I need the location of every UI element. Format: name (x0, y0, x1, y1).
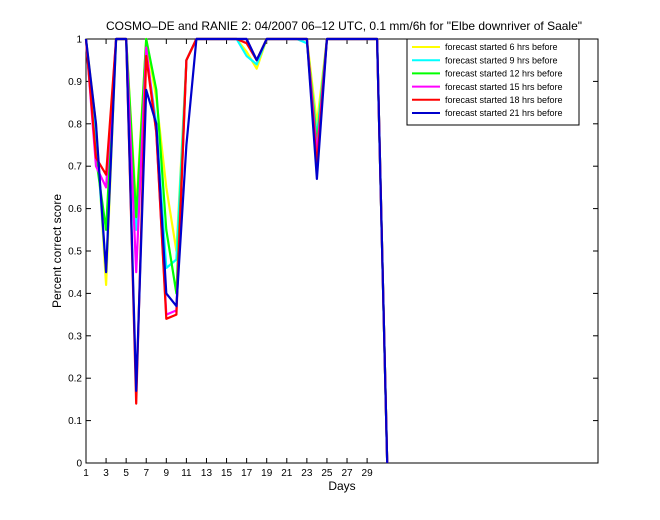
x-tick-label: 3 (103, 468, 109, 479)
x-tick-label: 9 (164, 468, 170, 479)
y-tick-label: 0.9 (68, 77, 82, 88)
x-tick-label: 19 (261, 468, 273, 479)
x-tick-label: 17 (241, 468, 253, 479)
x-tick-label: 7 (143, 468, 149, 479)
y-tick-labels: 0 0.1 0.2 0.3 0.4 0.5 0.6 0.7 0.8 0.9 1 (68, 35, 82, 470)
x-tick-label: 23 (301, 468, 313, 479)
y-tick-label: 0.3 (68, 331, 82, 342)
legend: forecast started 6 hrs before forecast st… (406, 38, 580, 126)
series-line-6 (84, 37, 389, 464)
legend-entry-6: forecast started 21 hrs before (445, 108, 563, 118)
x-tick-label: 29 (362, 468, 374, 479)
x-axis-label: Days (328, 479, 355, 493)
y-tick-label: 0 (76, 459, 82, 470)
x-tick-label: 21 (281, 468, 293, 479)
x-tick-label: 11 (181, 468, 192, 479)
legend-entry-5: forecast started 18 hrs before (445, 95, 563, 105)
y-tick-label: 0.1 (68, 416, 82, 427)
legend-entry-4: forecast started 15 hrs before (445, 82, 563, 92)
y-axis-label: Percent correct score (50, 194, 64, 308)
x-tick-label: 15 (221, 468, 233, 479)
legend-entry-3: forecast started 12 hrs before (445, 69, 563, 79)
x-tick-label: 5 (123, 468, 129, 479)
x-tick-label: 27 (341, 468, 353, 479)
legend-box (406, 38, 580, 126)
x-tick-label: 13 (201, 468, 213, 479)
series-lines (84, 37, 389, 464)
y-tick-label: 0.2 (68, 374, 82, 385)
x-tick-label: 25 (321, 468, 333, 479)
legend-entry-1: forecast started 6 hrs before (445, 42, 558, 52)
y-tick-label: 0.4 (68, 289, 82, 300)
x-tick-labels: 1 3 5 7 9 11 13 15 17 19 21 23 25 27 29 (83, 468, 373, 479)
chart-title: COSMO–DE and RANIE 2: 04/2007 06–12 UTC,… (106, 19, 582, 33)
y-tick-label: 0.8 (68, 119, 82, 130)
y-tick-label: 0.6 (68, 204, 82, 215)
x-tick-label: 1 (83, 468, 89, 479)
y-tick-label: 0.7 (68, 162, 82, 173)
y-tick-label: 0.5 (68, 247, 82, 258)
legend-entry-2: forecast started 9 hrs before (445, 55, 558, 65)
y-tick-label: 1 (76, 35, 82, 46)
